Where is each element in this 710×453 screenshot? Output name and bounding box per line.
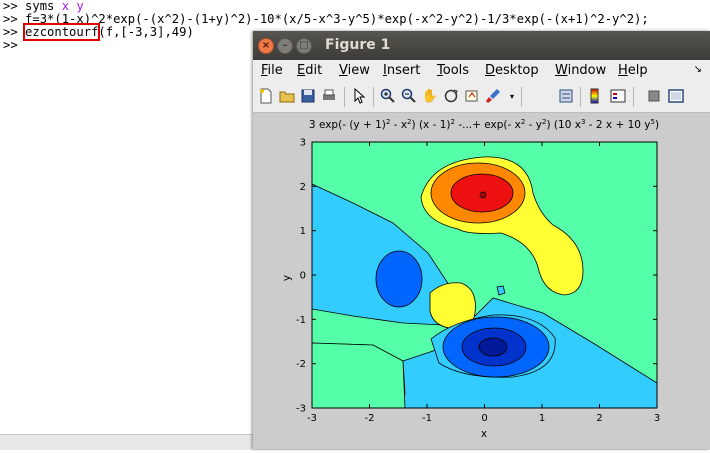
print-icon[interactable]	[320, 88, 338, 106]
y-tick-label: -1	[296, 315, 306, 326]
y-tick-label: 0	[300, 271, 306, 282]
contour-fills	[312, 156, 657, 408]
syms-command: syms	[25, 0, 55, 13]
ezcontourf-highlight: ezcontourf	[23, 23, 101, 41]
menu-overflow-icon[interactable]: ↘	[693, 64, 702, 75]
axis-ticks: -3 -2 -1 0 1 2 3 3 2 1 0 -1 -2 -3	[296, 138, 660, 425]
minimize-icon[interactable]: –	[277, 38, 293, 54]
contour-chart[interactable]: 3 exp(- (y + 1)2 - x2) (x - 1)2 -...+ ex…	[253, 113, 710, 449]
menu-desktop[interactable]: Desktop	[485, 63, 539, 78]
prompt: >>	[3, 12, 18, 26]
contour-level-green-bottomleft	[312, 342, 406, 408]
y-tick-label: 1	[300, 226, 306, 237]
contour-level-navy-bottom	[478, 337, 508, 357]
brush-icon[interactable]	[484, 88, 502, 106]
save-icon[interactable]	[299, 88, 317, 106]
y-tick-label: 2	[300, 182, 306, 193]
x-axis-label: x	[481, 428, 487, 440]
figure-titlebar[interactable]: × – □ Figure 1	[253, 31, 710, 60]
contour-level-blue-left	[375, 250, 423, 308]
toolbar-separator	[373, 87, 374, 107]
menu-window[interactable]: Window	[555, 63, 607, 78]
contour-level-cyan-island	[496, 285, 506, 296]
ezcontourf-args: (f,[-3,3],49)	[98, 25, 194, 39]
axes[interactable]	[311, 141, 658, 409]
prompt: >>	[3, 0, 18, 13]
chart-title: 3 exp(- (y + 1)2 - x2) (x - 1)2 -...+ ex…	[309, 118, 659, 131]
toolbar-separator	[633, 87, 634, 107]
command-line-1: >> syms x y	[3, 0, 84, 13]
zoom-in-icon[interactable]	[379, 88, 397, 106]
menu-edit[interactable]: Edit	[297, 63, 323, 78]
legend-icon[interactable]	[609, 88, 627, 106]
command-line-3: >> ezcontourf(f,[-3,3],49)	[3, 23, 194, 41]
brush-dropdown-icon[interactable]: ▾	[509, 92, 514, 101]
zoom-out-icon[interactable]	[400, 88, 418, 106]
x-tick-label: -3	[307, 413, 317, 424]
colorbar-icon[interactable]	[586, 88, 604, 106]
figure-window[interactable]: × – □ Figure 1 File Edit View Insert Too…	[253, 31, 710, 449]
new-figure-icon[interactable]	[257, 88, 275, 106]
link-icon[interactable]	[557, 88, 575, 106]
symbol-x: x	[61, 0, 70, 13]
x-tick-label: 0	[481, 413, 487, 424]
function-definition: f=3*(1-x)^2*exp(-(x^2)-(1+y)^2)-10*(x/5-…	[25, 12, 649, 26]
toolbar-separator	[344, 87, 345, 107]
menu-file[interactable]: File	[261, 63, 283, 78]
symbol-y: y	[76, 0, 84, 13]
figure-menubar: File Edit View Insert Tools Desktop Wind…	[253, 60, 710, 82]
x-tick-label: -2	[365, 413, 375, 424]
pan-icon[interactable]: ✋	[421, 89, 439, 104]
y-tick-label: -2	[296, 359, 306, 370]
command-line-2: >> f=3*(1-x)^2*exp(-(x^2)-(1+y)^2)-10*(x…	[3, 12, 649, 26]
contour-level-yellow-center	[429, 282, 476, 330]
y-axis-label: y	[281, 275, 293, 281]
y-tick-label: 3	[300, 138, 306, 149]
x-tick-label: 2	[596, 413, 602, 424]
menu-insert[interactable]: Insert	[383, 63, 421, 78]
open-file-icon[interactable]	[278, 88, 296, 106]
menu-tools[interactable]: Tools	[437, 63, 470, 78]
rotate-3d-icon[interactable]	[442, 88, 460, 106]
menu-view[interactable]: View	[339, 63, 370, 78]
x-tick-label: 3	[654, 413, 660, 424]
contour-level-maroon-peak	[479, 191, 487, 199]
toolbar-separator	[580, 87, 581, 107]
show-tools-icon[interactable]	[667, 88, 685, 106]
prompt: >>	[3, 25, 18, 39]
figure-title: Figure 1	[325, 37, 391, 53]
close-icon[interactable]: ×	[258, 38, 274, 54]
maximize-icon[interactable]: □	[296, 38, 312, 54]
x-tick-label: 1	[539, 413, 545, 424]
x-tick-label: -1	[422, 413, 432, 424]
hide-tools-icon[interactable]	[645, 88, 663, 106]
data-cursor-icon[interactable]	[463, 88, 481, 106]
pointer-icon[interactable]	[350, 87, 368, 106]
command-line-4[interactable]: >>	[3, 38, 18, 52]
plot-area[interactable]: 3 exp(- (y + 1)2 - x2) (x - 1)2 -...+ ex…	[253, 113, 710, 449]
prompt: >>	[3, 38, 18, 52]
menu-help[interactable]: Help	[618, 63, 648, 78]
y-tick-label: -3	[296, 404, 306, 415]
figure-toolbar: ✋ ▾	[253, 82, 710, 113]
toolbar-separator	[521, 87, 522, 107]
